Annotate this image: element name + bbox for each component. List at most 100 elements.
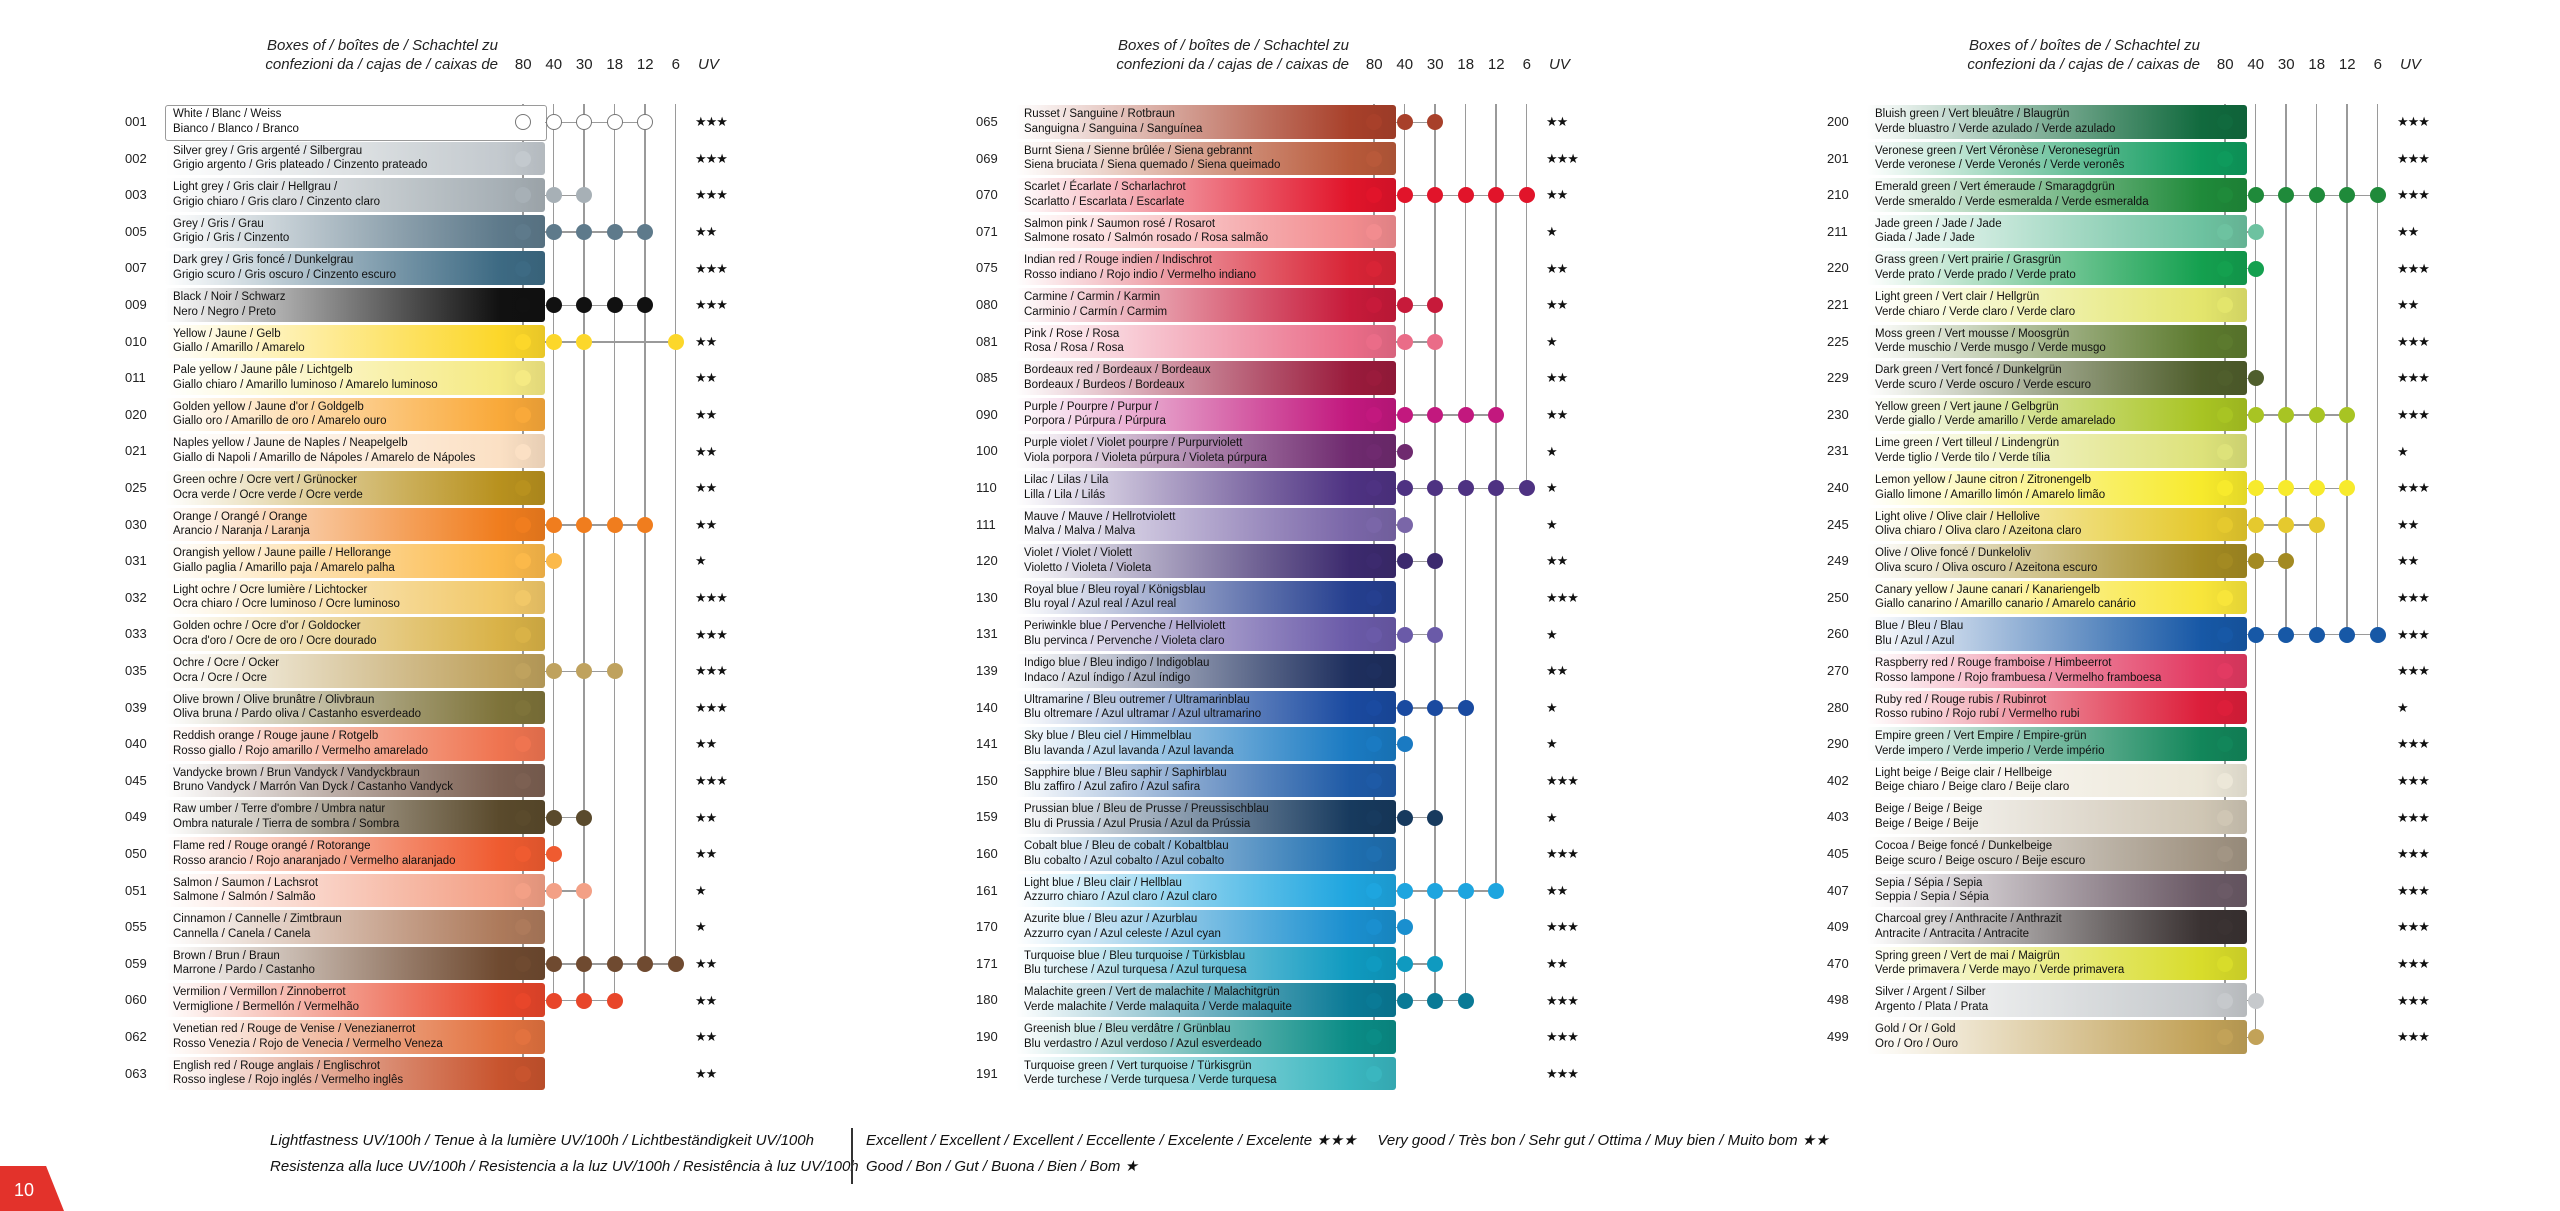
color-name-line-1: Yellow / Jaune / Gelb bbox=[173, 327, 281, 340]
color-row-011: 011 Pale yellow / Jaune pâle / Lichtgelb G… bbox=[125, 360, 765, 397]
color-name-line-1: Bordeaux red / Bordeaux / Bordeaux bbox=[1024, 364, 1211, 377]
color-name-line-1: Sepia / Sépia / Sepia bbox=[1875, 876, 1983, 889]
color-name-line-1: Violet / Violet / Violett bbox=[1024, 547, 1133, 560]
color-name: Naples yellow / Jaune de Naples / Neapel… bbox=[173, 436, 475, 465]
color-name: Sepia / Sépia / Sepia Seppia / Sepia / Sé… bbox=[1875, 876, 1989, 905]
color-name: White / Blanc / Weiss Bianco / Blanco / B… bbox=[173, 107, 299, 136]
color-row-405: 405 Cocoa / Beige foncé / Dunkelbeige Beig… bbox=[1827, 836, 2467, 873]
lightfastness-stars: ★★ bbox=[1546, 370, 1568, 386]
box-size-30: 30 bbox=[2277, 56, 2295, 73]
lightfastness-stars: ★★ bbox=[695, 809, 717, 825]
color-name-line-1: Lime green / Vert tilleul / Lindengrün bbox=[1875, 437, 2060, 450]
color-name-line-2: Oliva scuro / Oliva oscuro / Azeitona es… bbox=[1875, 561, 2098, 574]
color-name-line-1: Gold / Or / Gold bbox=[1875, 1023, 1956, 1035]
color-row-230: 230 Yellow green / Vert jaune / Gelbgrün V… bbox=[1827, 397, 2467, 434]
color-code: 069 bbox=[976, 150, 998, 166]
lightfastness-stars: ★★ bbox=[2397, 553, 2419, 569]
color-code: 141 bbox=[976, 736, 998, 752]
color-row-039: 039 Olive brown / Olive brunâtre / Olivbr… bbox=[125, 690, 765, 727]
lightfastness-line-2: Resistenza alla luce UV/100h / Resistenc… bbox=[270, 1158, 859, 1175]
color-code: 402 bbox=[1827, 772, 1849, 788]
size-guide-line bbox=[1403, 104, 1406, 1001]
color-swatch-bar bbox=[165, 141, 545, 176]
color-row-290: 290 Empire green / Vert Empire / Empire-g… bbox=[1827, 726, 2467, 763]
availability-dot-40 bbox=[545, 882, 562, 899]
lightfastness-stars: ★★ bbox=[695, 1029, 717, 1045]
lightfastness-stars: ★★★ bbox=[1546, 773, 1579, 789]
availability-dot-6 bbox=[667, 956, 684, 973]
color-row-211: 211 Jade green / Jade / Jade Giada / Jade … bbox=[1827, 214, 2467, 251]
color-code: 071 bbox=[976, 223, 998, 239]
color-name: Veronese green / Vert Véronèse / Verones… bbox=[1875, 144, 2124, 173]
lightfastness-stars: ★ bbox=[1546, 480, 1558, 496]
color-name: Canary yellow / Jaune canari / Kanarieng… bbox=[1875, 583, 2136, 612]
availability-dot-80 bbox=[2217, 992, 2233, 1009]
availability-dot-80 bbox=[2217, 114, 2233, 131]
availability-dot-30 bbox=[576, 882, 592, 899]
availability-dot-80 bbox=[515, 333, 531, 350]
color-name: Spring green / Vert de mai / Maigrün Verd… bbox=[1875, 949, 2124, 978]
color-row-065: 065 Russet / Sanguine / Rotbraun Sanguigna… bbox=[976, 104, 1616, 141]
color-row-231: 231 Lime green / Vert tilleul / Lindengrü… bbox=[1827, 433, 2467, 470]
color-name-line-2: Ocra verde / Ocre verde / Ocre verde bbox=[173, 488, 363, 501]
color-row-021: 021 Naples yellow / Jaune de Naples / Nea… bbox=[125, 433, 765, 470]
color-name-line-1: Venetian red / Rouge de Venise / Venezia… bbox=[173, 1023, 416, 1035]
lightfastness-stars: ★★★ bbox=[2397, 626, 2430, 642]
color-row-045: 045 Vandycke brown / Brun Vandyck / Vandy… bbox=[125, 763, 765, 800]
color-code: 120 bbox=[976, 553, 998, 569]
color-name-line-2: Marrone / Pardo / Castanho bbox=[173, 964, 315, 977]
availability-dot-80 bbox=[515, 407, 531, 424]
availability-dot-80 bbox=[2217, 260, 2233, 277]
color-swatch-bar bbox=[1016, 690, 1396, 725]
availability-dot-80 bbox=[1366, 150, 1382, 167]
availability-dot-80 bbox=[2217, 370, 2233, 387]
color-swatch-bar bbox=[1016, 214, 1396, 249]
lightfastness-stars: ★★★ bbox=[2397, 846, 2430, 862]
availability-dot-12 bbox=[637, 114, 653, 131]
lightfastness-stars: ★★★ bbox=[2397, 809, 2430, 825]
color-row-075: 075 Indian red / Rouge indien / Indischro… bbox=[976, 250, 1616, 287]
availability-dot-18 bbox=[606, 297, 623, 314]
color-code: 032 bbox=[125, 589, 147, 605]
color-code: 080 bbox=[976, 297, 998, 312]
color-name-line-2: Azzurro cyan / Azul celeste / Azul cyan bbox=[1024, 927, 1221, 940]
availability-dot-40 bbox=[1396, 553, 1413, 570]
color-name-line-2: Verde malachite / Verde malaquita / Verd… bbox=[1024, 1000, 1292, 1013]
availability-dot-40 bbox=[545, 224, 562, 241]
color-column-2: Boxes of / boîtes de / Schachtel zu confe… bbox=[976, 0, 1776, 1100]
color-swatch-bar bbox=[1016, 397, 1396, 432]
availability-dot-80 bbox=[515, 480, 531, 497]
availability-dot-40 bbox=[2247, 1029, 2264, 1046]
lightfastness-stars: ★ bbox=[2397, 699, 2409, 715]
color-name: Ruby red / Rouge rubis / Rubinrot Rosso r… bbox=[1875, 693, 2080, 722]
color-name: Ultramarine / Bleu outremer / Ultramarin… bbox=[1024, 693, 1261, 722]
color-name-line-2: Nero / Negro / Preto bbox=[173, 305, 276, 318]
color-code: 055 bbox=[125, 919, 147, 935]
box-size-12: 12 bbox=[1487, 56, 1505, 73]
color-swatch-bar bbox=[1016, 434, 1396, 468]
color-name-line-2: Azzurro chiaro / Azul claro / Azul claro bbox=[1024, 891, 1218, 904]
color-swatch-bar bbox=[165, 1020, 545, 1054]
color-name-line-1: Ochre / Ocre / Ocker bbox=[173, 657, 280, 669]
color-name-line-1: Vermilion / Vermillon / Zinnoberrot bbox=[173, 986, 346, 999]
availability-dot-40 bbox=[545, 553, 562, 570]
color-row-062: 062 Venetian red / Rouge de Venise / Vene… bbox=[125, 1019, 765, 1056]
availability-dot-80 bbox=[1366, 626, 1382, 643]
color-row-003: 003 Light grey / Gris clair / Hellgrau / G… bbox=[125, 177, 765, 214]
availability-dot-80 bbox=[2217, 626, 2233, 643]
color-code: 050 bbox=[125, 846, 147, 861]
color-row-049: 049 Raw umber / Terre d'ombre / Umbra nat… bbox=[125, 799, 765, 836]
availability-dot-80 bbox=[2217, 553, 2233, 570]
color-name-line-2: Rosa / Rosa / Rosa bbox=[1024, 342, 1124, 355]
color-swatch-bar bbox=[1016, 251, 1396, 285]
color-swatch-bar bbox=[165, 1056, 545, 1091]
availability-dot-30 bbox=[1427, 882, 1443, 899]
availability-dot-80 bbox=[1366, 773, 1382, 790]
color-swatch-bar bbox=[1867, 544, 2247, 578]
color-name-line-2: Verde scuro / Verde oscuro / Verde escur… bbox=[1875, 378, 2092, 391]
color-name-line-2: Rosso giallo / Rojo amarillo / Vermelho … bbox=[173, 744, 429, 757]
color-row-210: 210 Emerald green / Vert émeraude / Smara… bbox=[1827, 177, 2467, 214]
box-size-18: 18 bbox=[2308, 56, 2326, 73]
color-code: 130 bbox=[976, 589, 998, 605]
lightfastness-stars: ★★★ bbox=[1546, 590, 1579, 606]
